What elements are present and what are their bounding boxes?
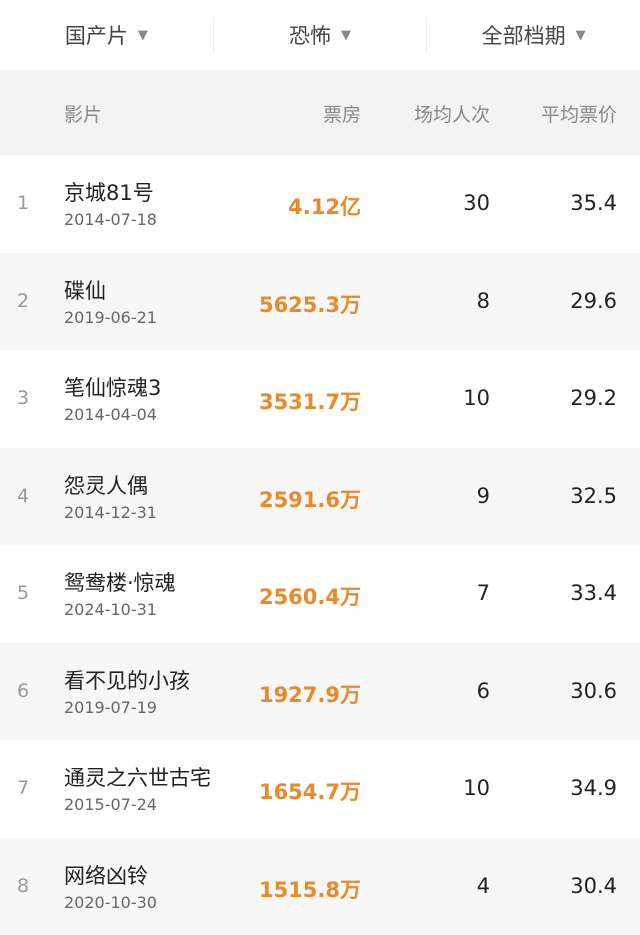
- release-date: 2024-10-31: [64, 600, 157, 619]
- caret-down-icon: ▼: [576, 28, 586, 43]
- column-avg-price[interactable]: 平均票价: [541, 100, 617, 127]
- avg-attendance: 10: [463, 386, 490, 410]
- column-avg-attendance[interactable]: 场均人次: [414, 100, 490, 127]
- box-office: 1515.8万: [259, 874, 361, 904]
- film-title: 碟仙: [64, 275, 106, 305]
- box-office: 2560.4万: [259, 581, 361, 611]
- release-date: 2015-07-24: [64, 795, 157, 814]
- release-date: 2019-07-19: [64, 698, 157, 717]
- rank-number: 8: [14, 875, 32, 897]
- film-title: 京城81号: [64, 177, 154, 207]
- film-title: 笔仙惊魂3: [64, 372, 161, 402]
- release-date: 2014-07-18: [64, 210, 157, 229]
- table-row[interactable]: 5 鸳鸯楼·惊魂 2024-10-31 2560.4万 7 33.4: [0, 545, 640, 643]
- avg-price: 35.4: [570, 191, 617, 215]
- box-office: 5625.3万: [259, 289, 361, 319]
- release-date: 2014-04-04: [64, 405, 157, 424]
- rank-number: 3: [14, 387, 32, 409]
- rank-number: 2: [14, 290, 32, 312]
- table-row[interactable]: 1 京城81号 2014-07-18 4.12亿 30 35.4: [0, 155, 640, 253]
- avg-price: 33.4: [570, 581, 617, 605]
- rank-number: 4: [14, 485, 32, 507]
- avg-attendance: 6: [477, 679, 490, 703]
- avg-price: 32.5: [570, 484, 617, 508]
- filter-bar: 国产片 ▼ 恐怖 ▼ 全部档期 ▼: [0, 0, 640, 70]
- caret-down-icon: ▼: [138, 28, 148, 43]
- film-title: 怨灵人偶: [64, 470, 148, 500]
- rank-number: 5: [14, 582, 32, 604]
- avg-price: 30.6: [570, 679, 617, 703]
- box-office: 2591.6万: [259, 484, 361, 514]
- avg-attendance: 8: [477, 289, 490, 313]
- table-row[interactable]: 6 看不见的小孩 2019-07-19 1927.9万 6 30.6: [0, 643, 640, 741]
- film-title: 通灵之六世古宅: [64, 762, 211, 792]
- column-film: 影片: [64, 100, 102, 127]
- rank-number: 6: [14, 680, 32, 702]
- filter-region[interactable]: 国产片 ▼: [0, 0, 213, 70]
- release-date: 2020-10-30: [64, 893, 157, 912]
- release-date: 2019-06-21: [64, 308, 157, 327]
- box-office: 1927.9万: [259, 679, 361, 709]
- film-title: 看不见的小孩: [64, 665, 190, 695]
- avg-attendance: 9: [477, 484, 490, 508]
- avg-price: 34.9: [570, 776, 617, 800]
- filter-genre[interactable]: 恐怖 ▼: [214, 0, 427, 70]
- avg-attendance: 4: [477, 874, 490, 898]
- table-row[interactable]: 7 通灵之六世古宅 2015-07-24 1654.7万 10 34.9: [0, 740, 640, 838]
- filter-genre-label: 恐怖: [289, 20, 331, 50]
- table-row[interactable]: 4 怨灵人偶 2014-12-31 2591.6万 9 32.5: [0, 448, 640, 546]
- table-row[interactable]: 3 笔仙惊魂3 2014-04-04 3531.7万 10 29.2: [0, 350, 640, 448]
- release-date: 2014-12-31: [64, 503, 157, 522]
- caret-down-icon: ▼: [341, 28, 351, 43]
- filter-period-label: 全部档期: [482, 20, 566, 50]
- table-row[interactable]: 8 网络凶铃 2020-10-30 1515.8万 4 30.4: [0, 838, 640, 935]
- rank-number: 7: [14, 777, 32, 799]
- film-title: 网络凶铃: [64, 860, 148, 890]
- rank-number: 1: [14, 192, 32, 214]
- avg-attendance: 30: [463, 191, 490, 215]
- column-box-office[interactable]: 票房: [323, 100, 361, 127]
- box-office: 1654.7万: [259, 776, 361, 806]
- box-office: 4.12亿: [288, 191, 361, 221]
- filter-region-label: 国产片: [65, 20, 128, 50]
- avg-attendance: 10: [463, 776, 490, 800]
- avg-price: 29.6: [570, 289, 617, 313]
- avg-price: 29.2: [570, 386, 617, 410]
- table-row[interactable]: 2 碟仙 2019-06-21 5625.3万 8 29.6: [0, 253, 640, 351]
- film-list: 1 京城81号 2014-07-18 4.12亿 30 35.4 2 碟仙 2019-06-21…: [0, 155, 640, 935]
- box-office: 3531.7万: [259, 386, 361, 416]
- film-title: 鸳鸯楼·惊魂: [64, 567, 176, 597]
- avg-attendance: 7: [477, 581, 490, 605]
- avg-price: 30.4: [570, 874, 617, 898]
- filter-period[interactable]: 全部档期 ▼: [427, 0, 640, 70]
- table-header: 影片 票房 场均人次 平均票价: [0, 70, 640, 155]
